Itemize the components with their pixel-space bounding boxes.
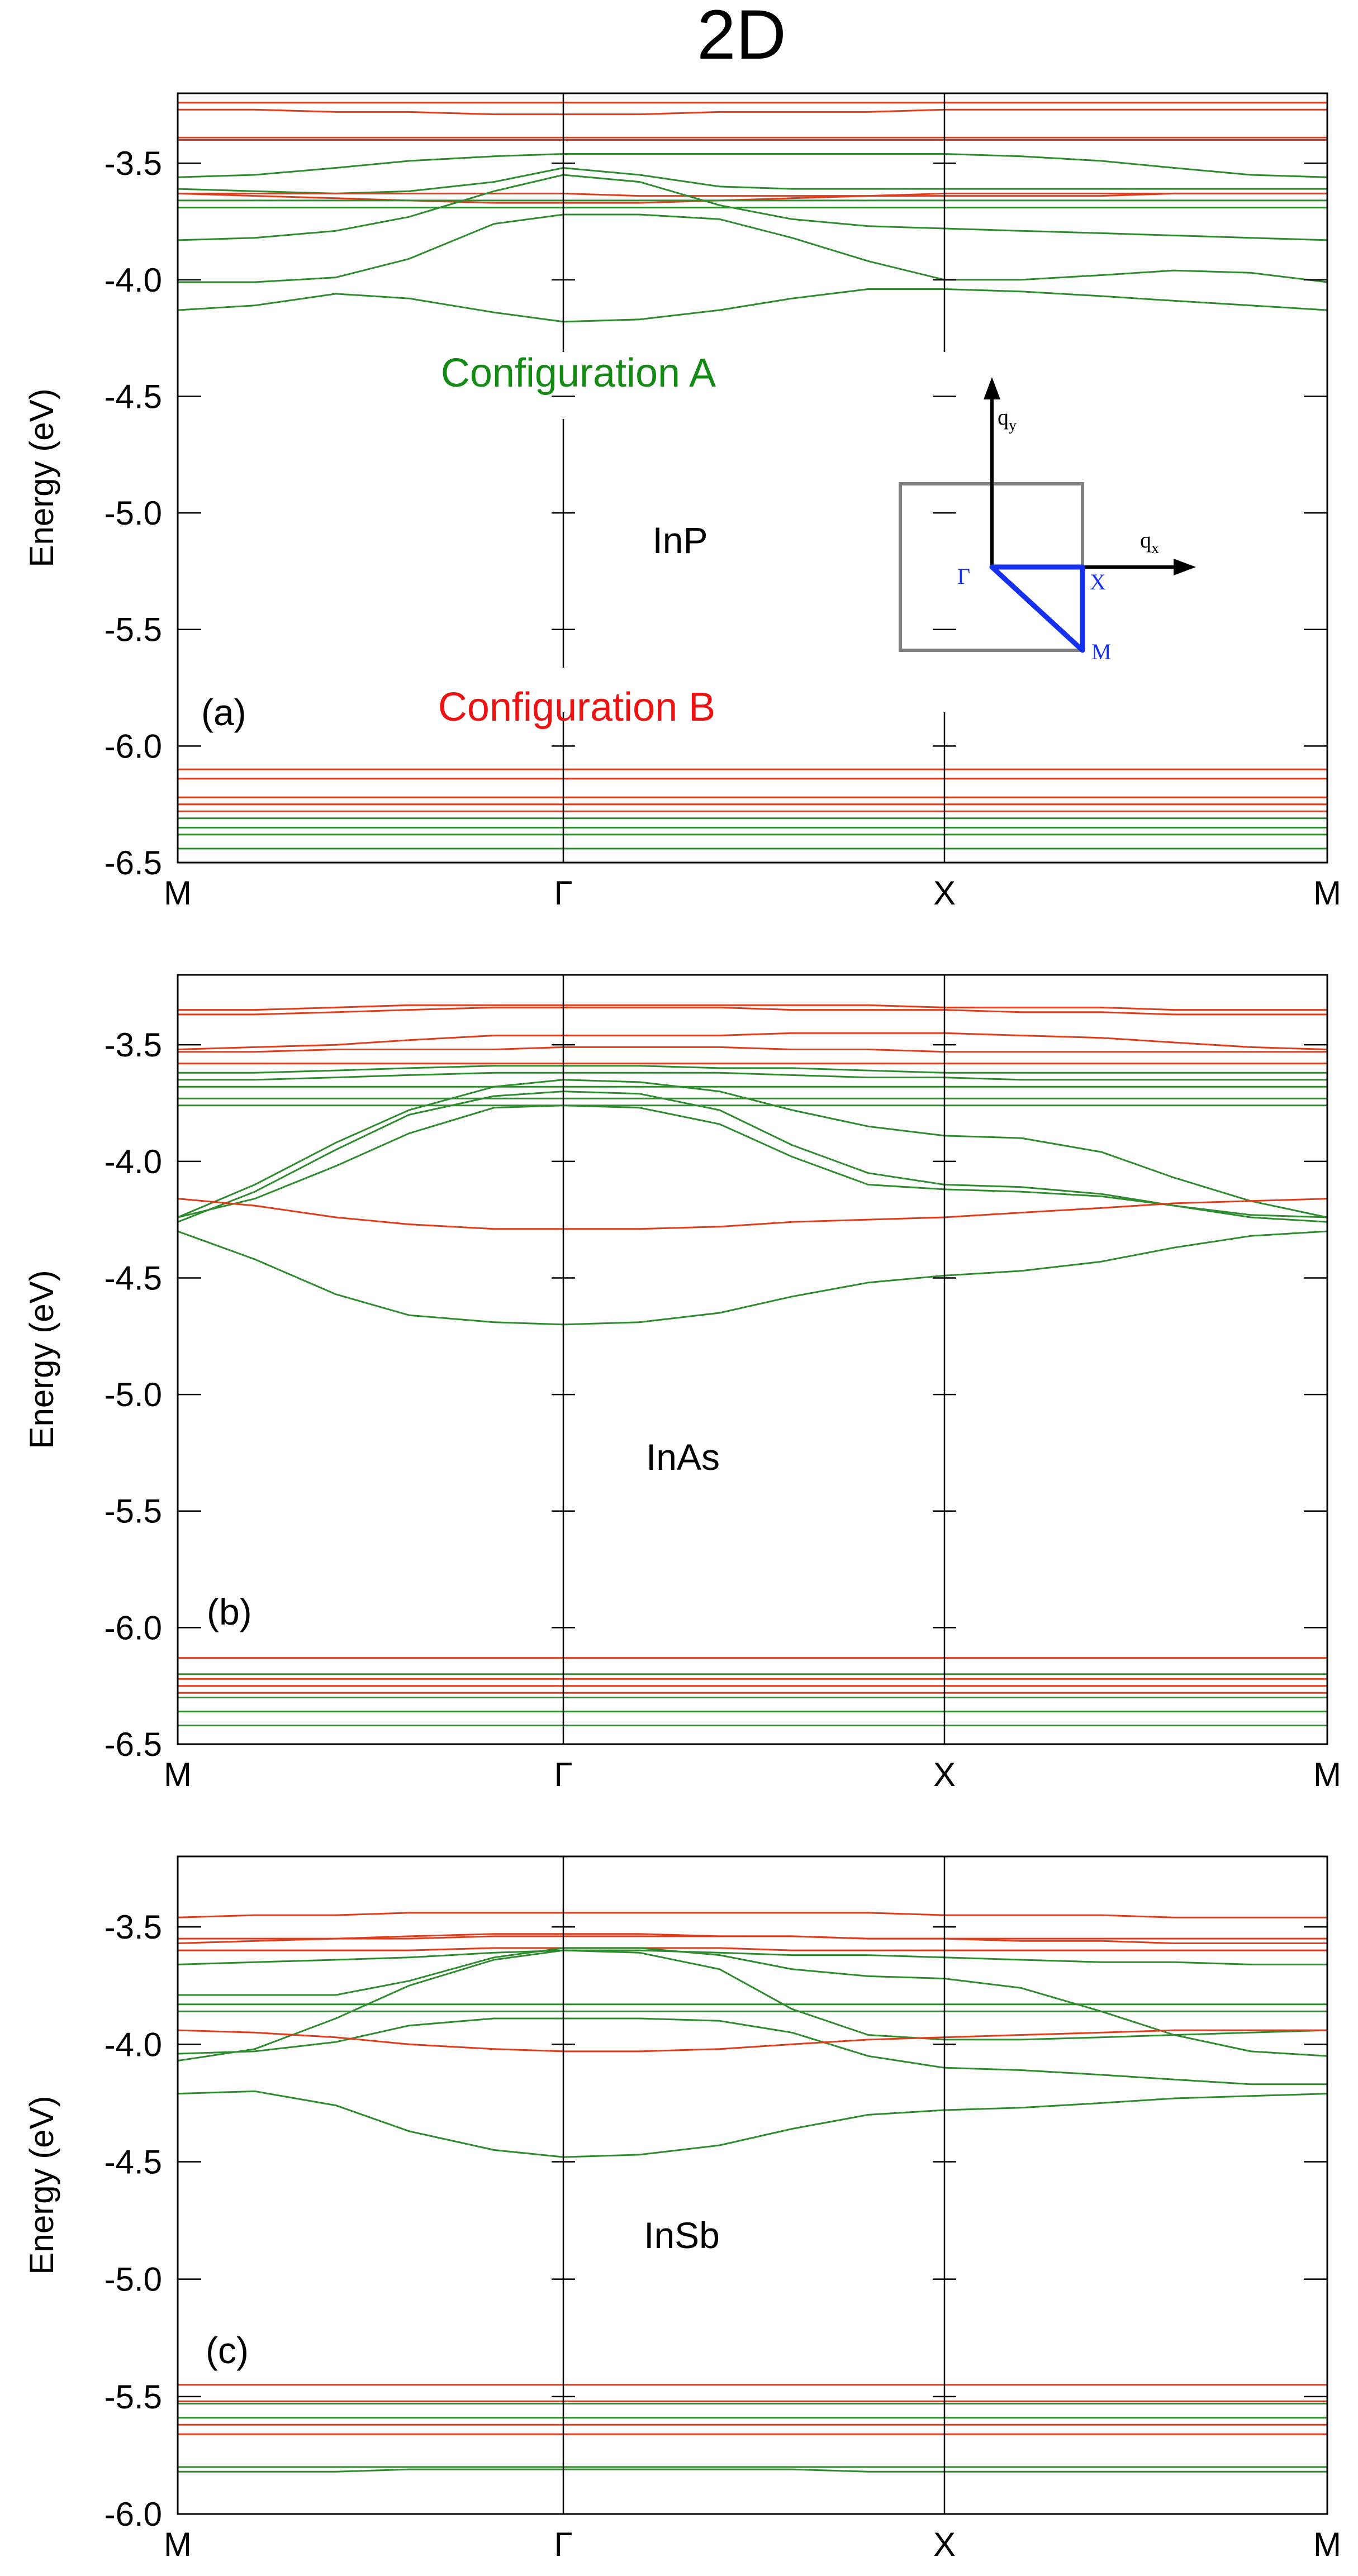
kpoint-label: X (933, 874, 956, 912)
panel-label: (b) (207, 1591, 252, 1632)
qx-label: qx (1140, 527, 1159, 557)
config-b-band-14 (178, 1198, 1327, 1230)
qy-label: qy (998, 404, 1017, 434)
plot-frame (177, 1855, 1328, 2515)
config-a-band-13 (178, 1104, 1327, 1218)
kpoint-label: Γ (554, 2526, 572, 2563)
series-group (178, 1912, 1327, 2473)
y-tick-label: -6.5 (105, 1726, 162, 1763)
y-tick-label: -3.5 (105, 1908, 162, 1946)
y-tick-label: -4.5 (105, 1259, 162, 1297)
panel-label: (c) (206, 2330, 249, 2371)
gamma-point-label: Γ (957, 564, 970, 589)
config-a-band-7 (178, 1072, 1327, 1081)
config-b-band-2 (178, 108, 1327, 116)
plot-frame (177, 92, 1328, 864)
y-axis-title: Energy (eV) (23, 388, 60, 567)
config-b-band-11 (178, 2029, 1327, 2053)
config-a-band-11 (178, 1079, 1327, 1218)
config-a-band-10 (178, 1949, 1327, 2062)
series-group (178, 102, 1327, 850)
config-b-band-4 (178, 1947, 1327, 1951)
config-a-band-12 (178, 1091, 1327, 1223)
y-tick-label: -5.0 (105, 1376, 162, 1413)
panel-label: (a) (201, 692, 246, 733)
y-tick-label: -3.5 (105, 145, 162, 182)
config-a-band-6 (178, 1065, 1327, 1074)
y-tick-label: -6.0 (105, 2496, 162, 2533)
config-a-band-13 (178, 288, 1327, 323)
config-a-band-6 (178, 1947, 1327, 2057)
config-a-band-6 (178, 167, 1327, 194)
config-a-band-12 (178, 2090, 1327, 2158)
kpoint-label: M (1313, 1756, 1341, 1793)
config-b-band-1 (178, 1912, 1327, 1918)
kpoint-label: M (164, 1756, 192, 1793)
y-tick-label: -6.5 (105, 844, 162, 882)
kpoint-label: Γ (554, 874, 572, 912)
config-a-band-9 (178, 2017, 1327, 2085)
irreducible-path (989, 564, 1085, 653)
y-tick-label: -3.5 (105, 1026, 162, 1064)
series-group (178, 1004, 1327, 1727)
material-label: InAs (646, 1436, 720, 1478)
config-b-band-3 (178, 1032, 1327, 1050)
y-axis-title: Energy (eV) (23, 2096, 60, 2274)
y-axis-title: Energy (eV) (23, 1270, 60, 1449)
config-a-band-5 (178, 1949, 1327, 1965)
plot-frame (177, 974, 1328, 1745)
config-b-band-3 (178, 1933, 1327, 1944)
kpoint-label: X (933, 1756, 956, 1793)
y-tick-label: -5.0 (105, 2261, 162, 2298)
legend-config-a: Configuration A (441, 351, 716, 396)
config-a-band-11 (178, 174, 1327, 241)
y-tick-label: -6.0 (105, 727, 162, 765)
material-label: InSb (644, 2215, 720, 2256)
qy-arrow-icon (984, 377, 1000, 399)
kpoint-label: M (164, 874, 192, 912)
kpoint-label: Γ (554, 1756, 572, 1793)
material-label: InP (652, 520, 708, 561)
config-a-band-15 (178, 1230, 1327, 1326)
config-b-band-2 (178, 1006, 1327, 1016)
y-tick-label: -4.5 (105, 2143, 162, 2180)
y-tick-label: -4.5 (105, 378, 162, 415)
config-a-band-12 (178, 213, 1327, 283)
config-b-band-1 (178, 1004, 1327, 1011)
config-b-band-7 (178, 192, 1327, 197)
y-tick-label: -4.0 (105, 2026, 162, 2063)
kpoint-label: M (164, 2526, 192, 2563)
config-a-band-20 (178, 2468, 1327, 2473)
y-tick-label: -4.0 (105, 1143, 162, 1180)
config-a-band-5 (178, 153, 1327, 178)
brillouin-zone-inset: qy qx Γ X M (899, 377, 1196, 664)
y-tick-label: -5.0 (105, 494, 162, 532)
qx-arrow-icon (1174, 559, 1196, 575)
config-b-band-8 (178, 192, 1327, 204)
legend-config-b: Configuration B (438, 685, 715, 730)
m-point-label: M (1091, 639, 1112, 664)
y-tick-label: -6.0 (105, 1609, 162, 1646)
y-tick-label: -4.0 (105, 261, 162, 299)
x-point-label: X (1090, 569, 1106, 594)
config-b-band-4 (178, 1046, 1327, 1053)
kpoint-label: X (933, 2526, 956, 2563)
figure-title: 2D (697, 0, 786, 74)
y-tick-label: -5.5 (105, 611, 162, 649)
y-tick-label: -5.5 (105, 1493, 162, 1530)
kpoint-label: M (1313, 2526, 1341, 2563)
y-tick-label: -5.5 (105, 2378, 162, 2416)
kpoint-label: M (1313, 874, 1341, 912)
